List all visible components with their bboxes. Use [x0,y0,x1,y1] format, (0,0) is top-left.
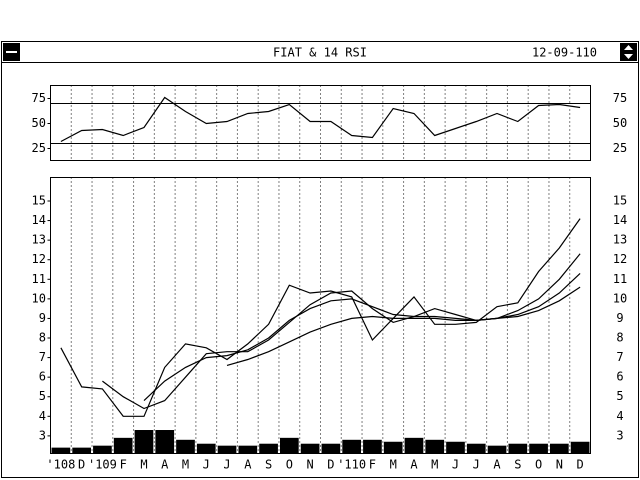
volume-bar [176,439,195,454]
y-tick-label: 15 [32,193,46,207]
volume-bar [487,445,507,454]
x-tick-label: '108 [46,458,75,472]
y-tick-label-right: 10 [613,291,627,305]
volume-bar [217,445,237,454]
y-tick-label: 12 [32,252,46,266]
y-tick-label-right: 9 [616,311,623,325]
x-tick-label: J [223,458,230,472]
y-tick-label: 10 [32,291,46,305]
volume-bar [404,437,424,454]
x-tick-label: O [286,458,293,472]
volume-bar [446,441,465,454]
y-tick-label-right: 15 [613,193,627,207]
y-tick-label: 13 [32,233,46,247]
y-tick-label: 3 [39,428,46,442]
x-tick-label: D [78,458,85,472]
y-tick-label: 4 [39,409,46,423]
y-tick-label-right: 25 [613,141,627,155]
x-tick-label: D [327,458,334,472]
volume-bar [134,430,154,454]
y-tick-label-right: 3 [616,428,623,442]
x-tick-label: J [203,458,210,472]
volume-bar [259,443,278,454]
data-line [60,96,581,143]
close-icon [6,51,17,53]
y-tick-label: 6 [39,370,46,384]
y-tick-label: 5 [39,389,46,403]
volume-bar [51,447,71,454]
volume-bar [238,445,258,454]
x-tick-label: A [161,458,169,472]
volume-bar [466,443,486,454]
y-tick-label-right: 7 [616,350,623,364]
x-tick-label: J [452,458,459,472]
y-tick-label: 7 [39,350,46,364]
x-tick-label: M [140,458,147,472]
x-tick-label: S [265,458,272,472]
x-tick-label: D [576,458,583,472]
x-tick-label: N [306,458,313,472]
window-frame [1,41,639,478]
scroll-icon [624,45,633,59]
y-tick-label-right: 8 [616,331,623,345]
x-tick-label: A [410,458,418,472]
x-tick-label: O [535,458,542,472]
y-tick-label-right: 5 [616,389,623,403]
y-tick-label-right: 13 [613,233,627,247]
x-tick-label: '109 [88,458,117,472]
y-tick-label-right: 6 [616,370,623,384]
x-tick-label: S [514,458,521,472]
volume-bar [93,445,112,454]
volume-bar [113,437,133,454]
volume-bar [342,439,361,454]
y-tick-label-right: 14 [613,213,627,227]
y-tick-label-right: 11 [613,272,627,286]
volume-bar [72,447,91,454]
window-title: FIAT & 14 RSI [273,46,367,60]
volume-bar [321,443,341,454]
x-tick-label: M [390,458,397,472]
volume-bar [425,439,445,454]
volume-bar [529,443,548,454]
volume-bar [280,437,299,454]
y-tick-label: 75 [32,91,46,105]
y-tick-label: 25 [32,141,46,155]
volume-bar [383,441,403,454]
x-tick-label: F [369,458,376,472]
y-tick-label-right: 75 [613,91,627,105]
x-tick-label: A [244,458,252,472]
data-line [60,218,581,417]
volume-bar [363,439,382,454]
volume-bar [155,430,175,454]
data-line [226,286,581,366]
x-tick-label: '110 [337,458,366,472]
volume-bar [550,443,569,454]
x-tick-label: A [493,458,501,472]
y-tick-label: 14 [32,213,46,227]
y-tick-label-right: 4 [616,409,623,423]
data-line [143,272,581,402]
y-tick-label: 11 [32,272,46,286]
data-line [102,253,581,410]
volume-bar [570,441,590,454]
x-tick-label: N [556,458,563,472]
scroll-button[interactable] [620,43,637,61]
window-date: 12-09-110 [532,46,597,60]
y-tick-label: 8 [39,331,46,345]
x-tick-label: F [120,458,127,472]
volume-bar [300,443,320,454]
y-tick-label-right: 50 [613,116,627,130]
y-tick-label: 50 [32,116,46,130]
x-tick-label: M [431,458,438,472]
y-tick-label: 9 [39,311,46,325]
volume-bar [508,443,528,454]
x-tick-label: J [473,458,480,472]
volume-bar [196,443,216,454]
x-tick-label: M [182,458,189,472]
y-tick-label-right: 12 [613,252,627,266]
